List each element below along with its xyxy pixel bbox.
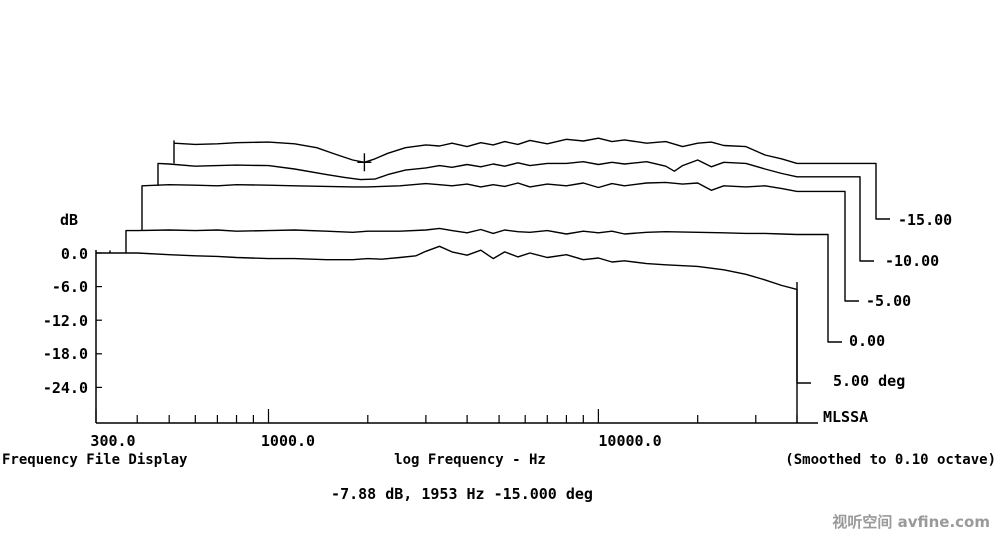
series-label-5: 5.00 deg bbox=[833, 372, 905, 390]
x-tick-label: 10000.0 bbox=[598, 432, 661, 450]
y-tick-label: -12.0 bbox=[43, 312, 88, 330]
x-tick-label: 300.0 bbox=[90, 432, 135, 450]
series-label-minus-10: -10.00 bbox=[885, 252, 939, 270]
y-tick-label: -24.0 bbox=[43, 379, 88, 397]
series-label-0: 0.00 bbox=[849, 332, 885, 350]
x-tick-label: 1000.0 bbox=[261, 432, 315, 450]
x-axis-label: log Frequency - Hz bbox=[394, 452, 546, 468]
trace-1 bbox=[125, 227, 842, 343]
y-axis-label: dB bbox=[60, 211, 78, 229]
y-tick-label: 0.0 bbox=[61, 245, 88, 263]
watermark: 视听空间 avfine.com bbox=[832, 513, 990, 531]
series-label-minus-5: -5.00 bbox=[866, 292, 911, 310]
trace-2 bbox=[141, 181, 859, 302]
y-tick-label: -6.0 bbox=[52, 278, 88, 296]
y-tick-label: -18.0 bbox=[43, 345, 88, 363]
smoothing-note: (Smoothed to 0.10 octave) bbox=[785, 452, 996, 468]
series-label-minus-15: -15.00 bbox=[898, 211, 952, 229]
cursor-readout: -7.88 dB, 1953 Hz -15.000 deg bbox=[331, 485, 593, 503]
axes bbox=[95, 250, 818, 424]
traces bbox=[96, 137, 890, 384]
trace-4 bbox=[173, 137, 890, 220]
source-label: MLSSA bbox=[823, 408, 868, 426]
trace-3 bbox=[157, 159, 874, 262]
trace-0 bbox=[96, 245, 811, 384]
footer-title: Frequency File Display bbox=[2, 452, 188, 468]
